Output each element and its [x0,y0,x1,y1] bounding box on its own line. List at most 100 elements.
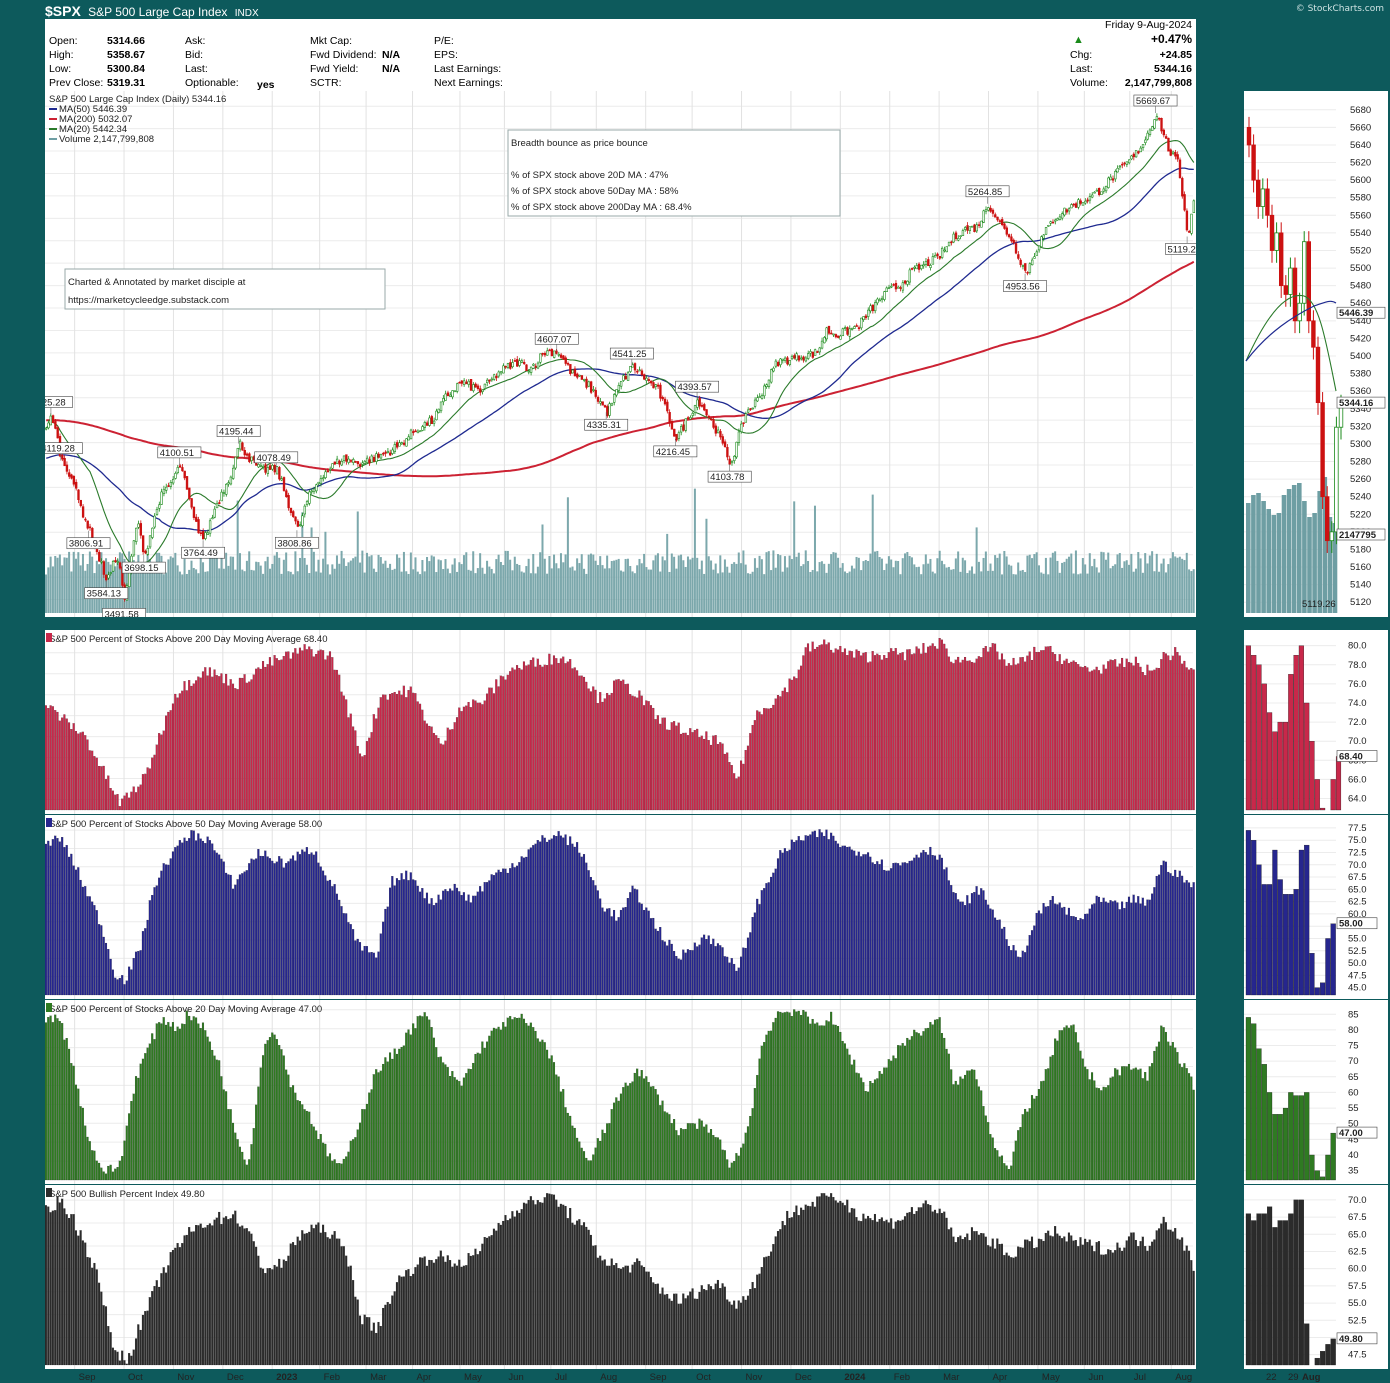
indicator-bar [871,1083,874,1181]
indicator-bar [44,705,47,811]
zoom-candle-body [1311,320,1316,348]
volume-bar [56,557,59,613]
indicator-bar [612,1102,616,1181]
candle-body [707,415,711,418]
indicator-bar [1028,1108,1031,1181]
indicator-bar [352,929,355,996]
volume-bar [1181,558,1184,613]
candle-body [684,418,687,431]
indicator-bar [910,654,913,811]
candle-body [883,291,886,300]
indicator-bar [1095,1242,1098,1366]
x-tick-label: May [1042,1372,1060,1383]
zoom-candle-body [1265,188,1270,216]
indicator-bar [432,1262,435,1366]
indicator-bar [700,735,703,811]
candle-body [680,426,683,433]
candle-body [185,476,189,490]
candle-body [716,429,720,434]
indicator-bar [222,1217,225,1366]
candle-body [1049,221,1052,224]
volume-bar [788,555,791,613]
indicator-bar [1097,1241,1100,1366]
indicator-bar [215,1217,218,1366]
volume-bar [686,556,689,613]
zoom-indicator-bar [1309,953,1315,996]
indicator-bar [562,837,565,996]
indicator-bar [943,1037,946,1181]
zoom-y-tick-label: 52.5 [1348,1315,1367,1326]
volume-bar [1001,574,1004,613]
volume-bar [594,560,597,613]
candle-body [860,317,863,329]
volume-bar [744,564,747,613]
indicator-bar [580,675,583,811]
candle-body [504,366,507,368]
indicator-bar [345,1255,348,1366]
candle-body [488,379,491,382]
indicator-bar [1042,903,1045,996]
volume-bar [352,558,355,613]
indicator-bar [259,668,262,811]
indicator-bar [1065,658,1068,811]
zoom-indicator-bar [1309,741,1315,811]
volume-bar [901,558,904,613]
indicator-bar [800,1207,803,1366]
indicator-bar [772,1022,775,1181]
indicator-bar [1167,655,1170,811]
indicator-bar [1040,650,1043,811]
zoom-volume-bar [1332,523,1338,613]
indicator-bar [1081,667,1084,811]
volume-bar [91,556,94,613]
candle-body [705,409,708,416]
candle-body [63,458,66,467]
volume-bar [1151,551,1154,613]
last-earnings-label: Last Earnings: [434,63,502,75]
indicator-bar [1171,1042,1174,1181]
indicator-bar [897,1220,900,1366]
indicator-bar [970,1069,973,1181]
indicator-bar [633,1262,636,1366]
indicator-bar [1095,895,1098,996]
volume-bar [691,557,694,613]
indicator-bar [1176,651,1179,811]
volume-bar [589,553,592,613]
indicator-bar [742,1143,745,1181]
indicator-bar [654,719,657,811]
indicator-bar [723,1286,726,1366]
indicator-bar [287,1255,290,1366]
volume-bar [636,565,639,613]
volume-bar [726,566,729,613]
volume-bar [964,560,967,613]
indicator-bar [723,956,726,996]
indicator-bar [372,1074,375,1181]
volume-bar [402,551,405,613]
indicator-bar [358,1122,362,1181]
indicator-bar [832,1024,835,1181]
candle-body [1116,167,1119,173]
indicator-bar [1123,667,1126,811]
candle-body [698,397,701,407]
zoom-indicator-bar [1330,779,1336,811]
indicator-bar [1012,945,1015,996]
indicator-bar [93,1262,96,1366]
indicator-bar [146,767,149,811]
indicator-bar [1123,1247,1126,1366]
indicator-bar [51,1210,54,1366]
indicator-bar [490,1235,493,1366]
indicator-bar [1141,897,1144,996]
optionable-label: Optionable: [185,77,239,89]
indicator-bar [793,676,796,811]
indicator-bar [121,975,124,996]
indicator-bar [158,1022,161,1181]
indicator-bar [63,847,66,996]
indicator-bar [218,676,221,811]
indicator-bar [1160,1025,1163,1181]
indicator-bar [800,840,803,996]
indicator-bar [873,1213,877,1366]
indicator-bar [261,856,265,996]
x-tick-label: Apr [993,1372,1008,1383]
indicator-bar [522,857,525,996]
volume-bar [1188,569,1191,613]
zoom-y-tick-label: 74.0 [1348,698,1367,709]
